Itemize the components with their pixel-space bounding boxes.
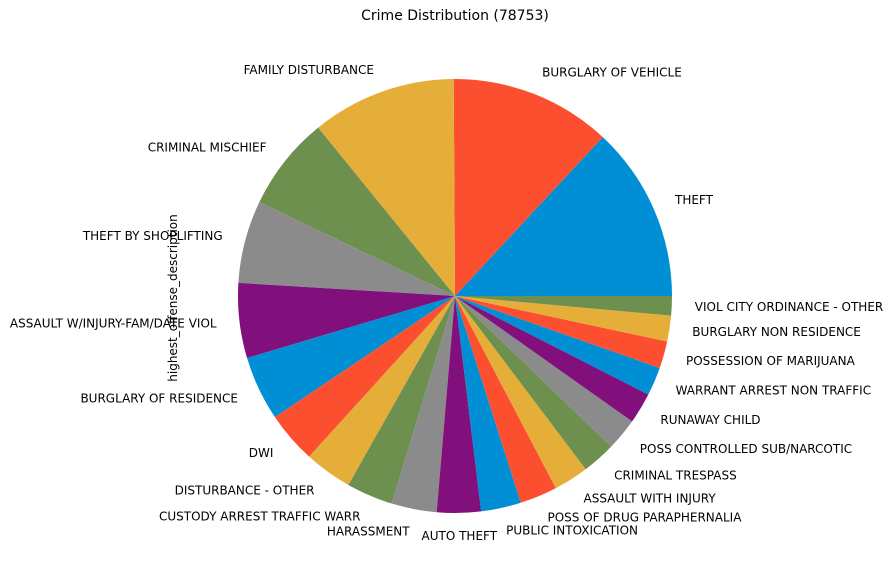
pie-slice [455,296,660,395]
y-axis-label: highest_offense_description [166,214,180,381]
pie-slice [238,202,455,296]
slice-label: BURGLARY OF RESIDENCE [80,391,238,405]
pie-slice [455,137,672,296]
slice-label: RUNAWAY CHILD [660,413,760,427]
pie-slice [238,282,455,359]
slice-label: PUBLIC INTOXICATION [506,524,638,538]
pie-slice [274,296,455,457]
slice-label: POSS OF DRUG PARAPHERNALIA [548,511,743,525]
pie-slice [455,296,633,447]
pie-slice [455,296,672,316]
slice-label: HARASSMENT [327,525,410,539]
pie-slices [238,78,672,513]
slice-label: ASSAULT WITH INJURY [584,492,717,506]
pie-slice [247,296,455,418]
pie-slice [455,296,612,470]
slice-label: DWI [249,446,274,460]
slice-label: CUSTODY ARREST TRAFFIC WARR [159,510,361,524]
slice-label: CRIMINAL TRESPASS [614,469,737,483]
pie-labels: THEFT BURGLARY OF VEHICLE FAMILY DISTURBAN… [10,63,883,543]
slice-label: AUTO THEFT [422,529,498,543]
slice-label: DISTURBANCE - OTHER [175,484,315,498]
pie-slice [436,296,482,513]
slice-label: FAMILY DISTURBANCE [244,63,374,77]
pie-slice [453,78,603,296]
slice-label: WARRANT ARREST NON TRAFFIC [676,384,872,398]
slice-label: BURGLARY NON RESIDENCE [692,325,861,339]
pie-slice [309,296,455,486]
slice-label: THEFT [674,193,714,207]
pie-slice [348,296,455,504]
slice-label: BURGLARY OF VEHICLE [542,65,682,79]
slice-label: POSS CONTROLLED SUB/NARCOTIC [640,442,852,456]
pie-slice [455,296,668,369]
slice-label: CRIMINAL MISCHIEF [148,140,267,154]
slice-label: POSSESSION OF MARIJUANA [686,354,856,368]
slice-label: ASSAULT W/INJURY-FAM/DATE VIOL [10,317,217,331]
slice-label: VIOL CITY ORDINANCE - OTHER [695,300,883,314]
slice-label: THEFT BY SHOPLIFTING [82,229,223,243]
chart-title: Crime Distribution (78753) [361,8,549,24]
pie-slice [455,296,556,503]
pie-slice [391,296,455,513]
pie-slice [318,79,455,296]
pie-slice [455,296,586,489]
pie-slice [455,296,649,422]
pie-slice [455,296,672,342]
pie-slice [259,127,455,296]
pie-slice [455,296,521,512]
